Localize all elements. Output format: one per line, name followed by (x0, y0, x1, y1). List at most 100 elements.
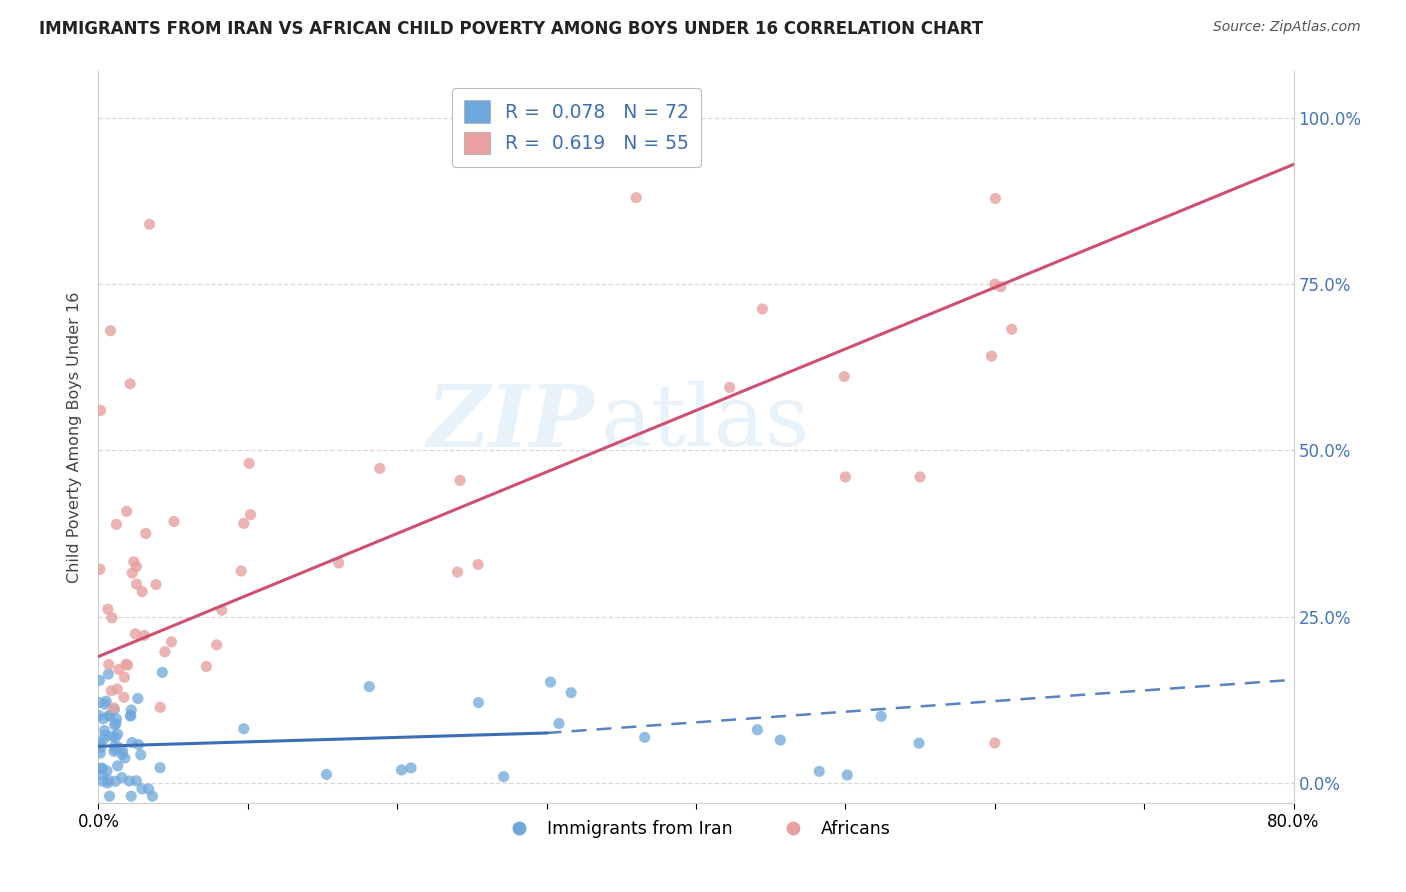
Point (808, 764, 831, 779)
Point (101, 729, 124, 743)
Point (135, 526, 157, 541)
Point (104, 739, 127, 754)
Point (112, 670, 135, 684)
Point (100, 324, 122, 338)
Point (98, 708, 121, 723)
Point (89, 562, 111, 576)
Point (239, 508, 262, 522)
Point (89, 746, 111, 760)
Point (718, 380, 741, 394)
Y-axis label: Child Poverty Among Boys Under 16: Child Poverty Among Boys Under 16 (67, 292, 83, 582)
Point (114, 751, 136, 765)
Point (98, 789, 121, 804)
Point (111, 747, 134, 762)
Point (91, 767, 114, 781)
Point (990, 279, 1012, 293)
Point (122, 555, 145, 569)
Point (548, 716, 571, 731)
Point (103, 701, 125, 715)
Point (131, 781, 153, 796)
Point (391, 763, 413, 777)
Point (104, 717, 127, 731)
Point (125, 773, 148, 788)
Point (141, 789, 163, 804)
Point (138, 782, 160, 797)
Point (90, 403, 112, 417)
Point (115, 657, 138, 672)
Point (834, 470, 856, 484)
Point (328, 556, 350, 570)
Point (111, 771, 134, 785)
Point (467, 696, 489, 710)
Point (96, 764, 118, 778)
Point (747, 723, 769, 737)
Point (103, 702, 125, 716)
Point (96, 776, 118, 790)
Point (104, 774, 127, 789)
Point (94, 698, 117, 712)
Point (908, 470, 931, 484)
Point (100, 683, 122, 698)
Point (120, 703, 142, 717)
Point (120, 376, 142, 391)
Point (232, 516, 254, 531)
Point (837, 768, 859, 782)
Point (980, 349, 1002, 363)
Point (984, 736, 1007, 750)
Point (359, 680, 381, 694)
Point (87, 696, 110, 710)
Point (238, 456, 260, 470)
Point (105, 681, 128, 696)
Point (103, 744, 125, 758)
Point (112, 690, 135, 705)
Point (93, 723, 115, 738)
Point (120, 708, 142, 723)
Point (93, 731, 115, 746)
Point (97, 773, 120, 788)
Text: ZIP: ZIP (426, 381, 595, 464)
Text: Source: ZipAtlas.com: Source: ZipAtlas.com (1213, 20, 1361, 34)
Point (446, 565, 468, 579)
Point (89, 673, 111, 688)
Point (832, 369, 855, 384)
Point (97, 657, 120, 672)
Point (129, 747, 152, 762)
Point (108, 662, 131, 676)
Point (97, 667, 120, 681)
Point (107, 727, 129, 741)
Point (540, 675, 562, 690)
Point (205, 638, 228, 652)
Point (984, 277, 1007, 292)
Point (138, 217, 160, 231)
Point (91, 774, 114, 789)
Point (751, 301, 773, 316)
Point (134, 628, 156, 642)
Point (121, 566, 143, 580)
Point (769, 733, 792, 747)
Point (984, 192, 1007, 206)
Point (107, 740, 129, 755)
Point (105, 712, 128, 726)
Point (90, 740, 112, 755)
Point (449, 474, 471, 488)
Point (94, 728, 117, 742)
Point (163, 515, 186, 529)
Point (120, 709, 142, 723)
Point (127, 738, 149, 752)
Point (153, 645, 176, 659)
Point (560, 686, 582, 700)
Point (107, 759, 129, 773)
Text: atlas: atlas (600, 381, 810, 464)
Point (125, 559, 148, 574)
Point (91, 761, 114, 775)
Point (98, 709, 121, 723)
Point (96, 694, 118, 708)
Point (118, 774, 141, 789)
Point (89, 736, 111, 750)
Point (125, 577, 148, 591)
Point (315, 767, 337, 781)
Point (160, 635, 183, 649)
Point (145, 577, 167, 591)
Point (105, 517, 128, 532)
Point (211, 603, 233, 617)
